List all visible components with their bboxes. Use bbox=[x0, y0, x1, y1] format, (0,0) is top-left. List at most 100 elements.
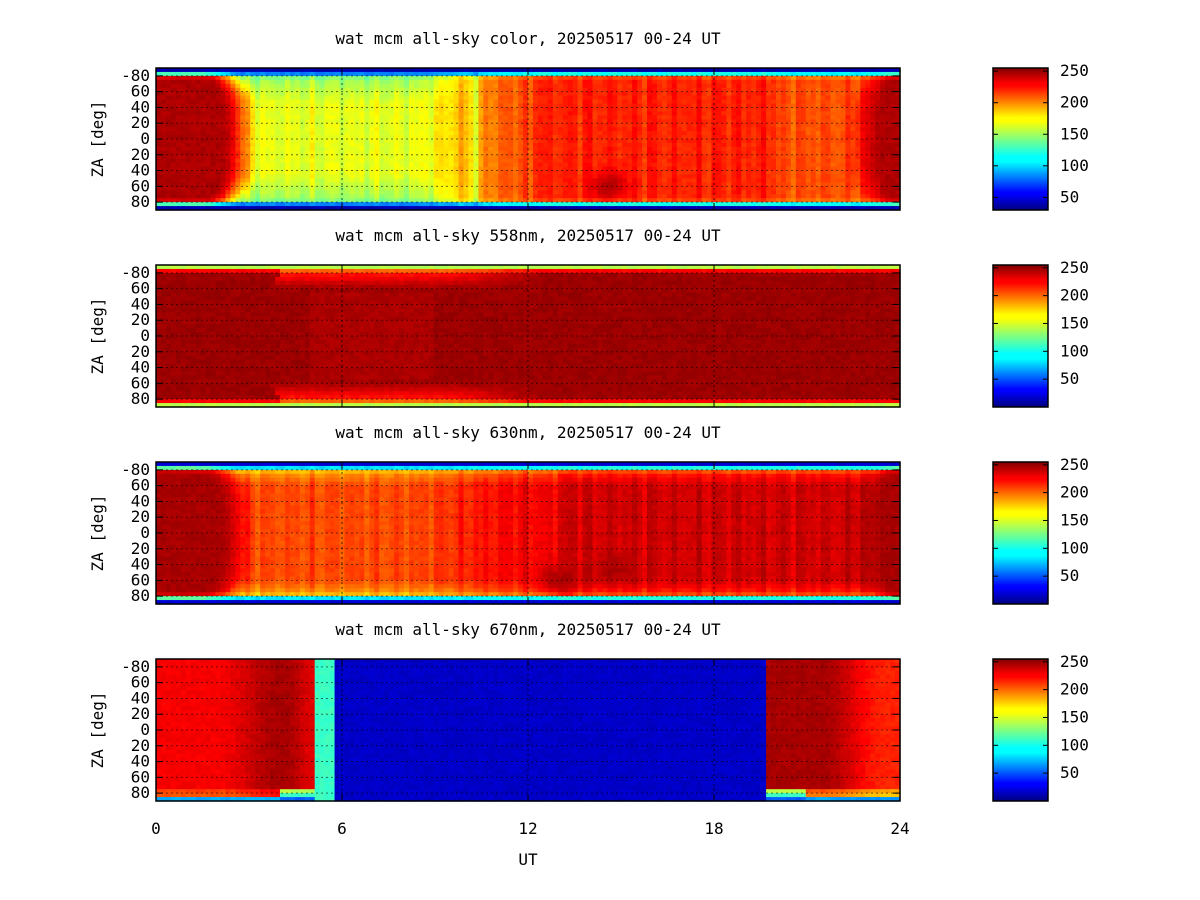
heatmap-cell bbox=[578, 159, 584, 164]
heatmap-cell bbox=[612, 190, 618, 195]
heatmap-cell bbox=[230, 127, 236, 132]
heatmap-cell bbox=[305, 155, 311, 160]
heatmap-cell bbox=[181, 175, 187, 180]
heatmap-cell bbox=[255, 80, 261, 85]
heatmap-cell bbox=[186, 96, 192, 101]
heatmap-cell bbox=[568, 175, 574, 180]
heatmap-cell bbox=[206, 96, 212, 101]
heatmap-cell bbox=[330, 155, 336, 160]
heatmap-cell bbox=[498, 155, 504, 160]
heatmap-cell bbox=[359, 186, 365, 191]
heatmap-cell bbox=[459, 107, 465, 112]
heatmap-cell bbox=[379, 131, 385, 136]
heatmap-cell bbox=[597, 194, 603, 199]
heatmap-cell bbox=[553, 190, 559, 195]
heatmap-cell bbox=[478, 175, 484, 180]
heatmap-cell bbox=[756, 186, 762, 191]
heatmap-cell bbox=[344, 155, 350, 160]
heatmap-cell bbox=[449, 127, 455, 132]
heatmap-cell bbox=[181, 186, 187, 191]
heatmap-cell bbox=[513, 80, 519, 85]
heatmap-cell bbox=[359, 123, 365, 128]
heatmap-cell bbox=[816, 96, 822, 101]
heatmap-cell bbox=[721, 111, 727, 116]
heatmap-cell bbox=[821, 115, 827, 120]
heatmap-cell bbox=[528, 80, 534, 85]
heatmap-cell bbox=[558, 131, 564, 136]
heatmap-cell bbox=[439, 155, 445, 160]
heatmap-cell bbox=[216, 171, 222, 176]
heatmap-cell bbox=[399, 139, 405, 144]
heatmap-cell bbox=[310, 186, 316, 191]
heatmap-cell bbox=[746, 186, 752, 191]
heatmap-cell bbox=[230, 92, 236, 97]
heatmap-cell bbox=[672, 115, 678, 120]
heatmap-cell bbox=[305, 163, 311, 168]
heatmap-cell bbox=[468, 139, 474, 144]
heatmap-cell bbox=[741, 115, 747, 120]
heatmap-cell bbox=[478, 171, 484, 176]
heatmap-cell bbox=[488, 143, 494, 148]
heatmap-cell bbox=[508, 147, 514, 152]
heatmap-cell bbox=[359, 131, 365, 136]
heatmap-cell bbox=[607, 143, 613, 148]
heatmap-cell bbox=[280, 107, 286, 112]
heatmap-cell bbox=[201, 178, 207, 183]
heatmap-cell bbox=[776, 111, 782, 116]
heatmap-cell bbox=[439, 178, 445, 183]
heatmap-cell bbox=[325, 186, 331, 191]
heatmap-cell bbox=[667, 131, 673, 136]
heatmap-cell bbox=[627, 80, 633, 85]
heatmap-cell bbox=[498, 194, 504, 199]
heatmap-cell bbox=[325, 115, 331, 120]
heatmap-cell bbox=[781, 171, 787, 176]
heatmap-cell bbox=[682, 80, 688, 85]
heatmap-cell bbox=[255, 143, 261, 148]
heatmap-cell bbox=[250, 190, 256, 195]
heatmap-cell bbox=[771, 175, 777, 180]
heatmap-cell bbox=[335, 80, 341, 85]
heatmap-cell bbox=[191, 159, 197, 164]
heatmap-cell bbox=[186, 80, 192, 85]
heatmap-cell bbox=[290, 194, 296, 199]
heatmap-cell bbox=[171, 186, 177, 191]
heatmap-cell bbox=[548, 80, 554, 85]
heatmap-cell bbox=[692, 127, 698, 132]
heatmap-cell bbox=[776, 80, 782, 85]
heatmap-cell bbox=[652, 92, 658, 97]
heatmap-cell bbox=[166, 111, 172, 116]
heatmap-cell bbox=[250, 84, 256, 89]
heatmap-cell bbox=[781, 96, 787, 101]
heatmap-cell bbox=[508, 194, 514, 199]
heatmap-cell bbox=[776, 107, 782, 112]
heatmap-cell bbox=[270, 147, 276, 152]
heatmap-cell bbox=[528, 171, 534, 176]
heatmap-cell bbox=[300, 84, 306, 89]
heatmap-cell bbox=[687, 147, 693, 152]
heatmap-cell bbox=[156, 190, 162, 195]
heatmap-cell bbox=[816, 92, 822, 97]
heatmap-cell bbox=[156, 159, 162, 164]
heatmap-cell bbox=[449, 115, 455, 120]
heatmap-cell bbox=[607, 76, 613, 81]
heatmap-cell bbox=[478, 76, 484, 81]
heatmap-cell bbox=[766, 147, 772, 152]
heatmap-cell bbox=[508, 159, 514, 164]
heatmap-cell bbox=[156, 171, 162, 176]
heatmap-cell bbox=[186, 171, 192, 176]
heatmap-cell bbox=[325, 127, 331, 132]
heatmap-cell bbox=[632, 159, 638, 164]
heatmap-cell bbox=[245, 84, 251, 89]
heatmap-cell bbox=[483, 127, 489, 132]
heatmap-cell bbox=[320, 175, 326, 180]
heatmap-cell bbox=[245, 131, 251, 136]
heatmap-cell bbox=[831, 159, 837, 164]
heatmap-cell bbox=[225, 147, 231, 152]
heatmap-cell bbox=[379, 175, 385, 180]
heatmap-cell bbox=[508, 123, 514, 128]
heatmap-cell bbox=[206, 143, 212, 148]
heatmap-cell bbox=[831, 186, 837, 191]
heatmap-cell bbox=[672, 131, 678, 136]
heatmap-cell bbox=[384, 186, 390, 191]
heatmap-cell bbox=[583, 96, 589, 101]
